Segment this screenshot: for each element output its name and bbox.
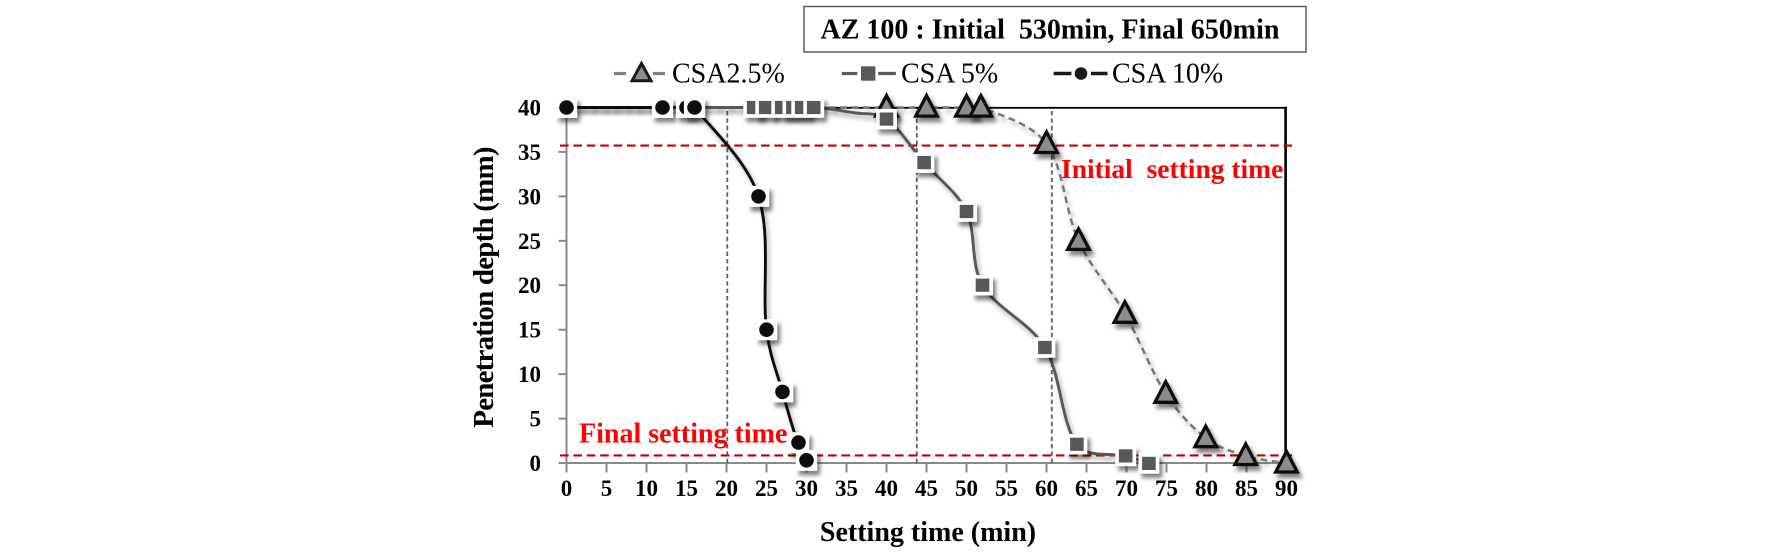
svg-text:60: 60 <box>1035 476 1058 501</box>
svg-text:15: 15 <box>518 318 541 343</box>
svg-text:CSA2.5%: CSA2.5% <box>672 59 785 90</box>
svg-text:30: 30 <box>795 476 818 501</box>
svg-text:0: 0 <box>530 451 542 476</box>
svg-text:Setting time (min): Setting time (min) <box>820 517 1036 548</box>
svg-text:20: 20 <box>518 273 541 298</box>
svg-text:Initial setting time: Initial setting time <box>1061 153 1283 184</box>
svg-text:50: 50 <box>955 476 978 501</box>
svg-text:45: 45 <box>915 476 938 501</box>
svg-text:CSA 10%: CSA 10% <box>1112 59 1223 90</box>
svg-text:85: 85 <box>1235 476 1258 501</box>
svg-text:55: 55 <box>995 476 1018 501</box>
svg-text:10: 10 <box>518 362 541 387</box>
svg-text:CSA 5%: CSA 5% <box>901 59 998 90</box>
svg-text:25: 25 <box>518 229 541 254</box>
svg-text:90: 90 <box>1275 476 1298 501</box>
svg-text:65: 65 <box>1075 476 1098 501</box>
svg-text:25: 25 <box>755 476 778 501</box>
svg-text:0: 0 <box>561 476 573 501</box>
svg-text:30: 30 <box>518 184 541 209</box>
svg-text:5: 5 <box>601 476 613 501</box>
svg-text:75: 75 <box>1155 476 1178 501</box>
svg-text:AZ 100 : Initial 530min, Fina: AZ 100 : Initial 530min, Final 650min <box>821 15 1280 46</box>
svg-text:20: 20 <box>715 476 738 501</box>
svg-text:40: 40 <box>518 96 541 121</box>
svg-text:35: 35 <box>835 476 858 501</box>
svg-text:80: 80 <box>1195 476 1218 501</box>
svg-text:40: 40 <box>875 476 898 501</box>
svg-text:10: 10 <box>635 476 658 501</box>
svg-text:Final setting time: Final setting time <box>579 419 787 450</box>
svg-text:15: 15 <box>675 476 698 501</box>
svg-text:5: 5 <box>530 407 542 432</box>
svg-text:Penetration depth (mm): Penetration depth (mm) <box>468 147 500 428</box>
svg-text:70: 70 <box>1115 476 1138 501</box>
svg-text:35: 35 <box>518 140 541 165</box>
